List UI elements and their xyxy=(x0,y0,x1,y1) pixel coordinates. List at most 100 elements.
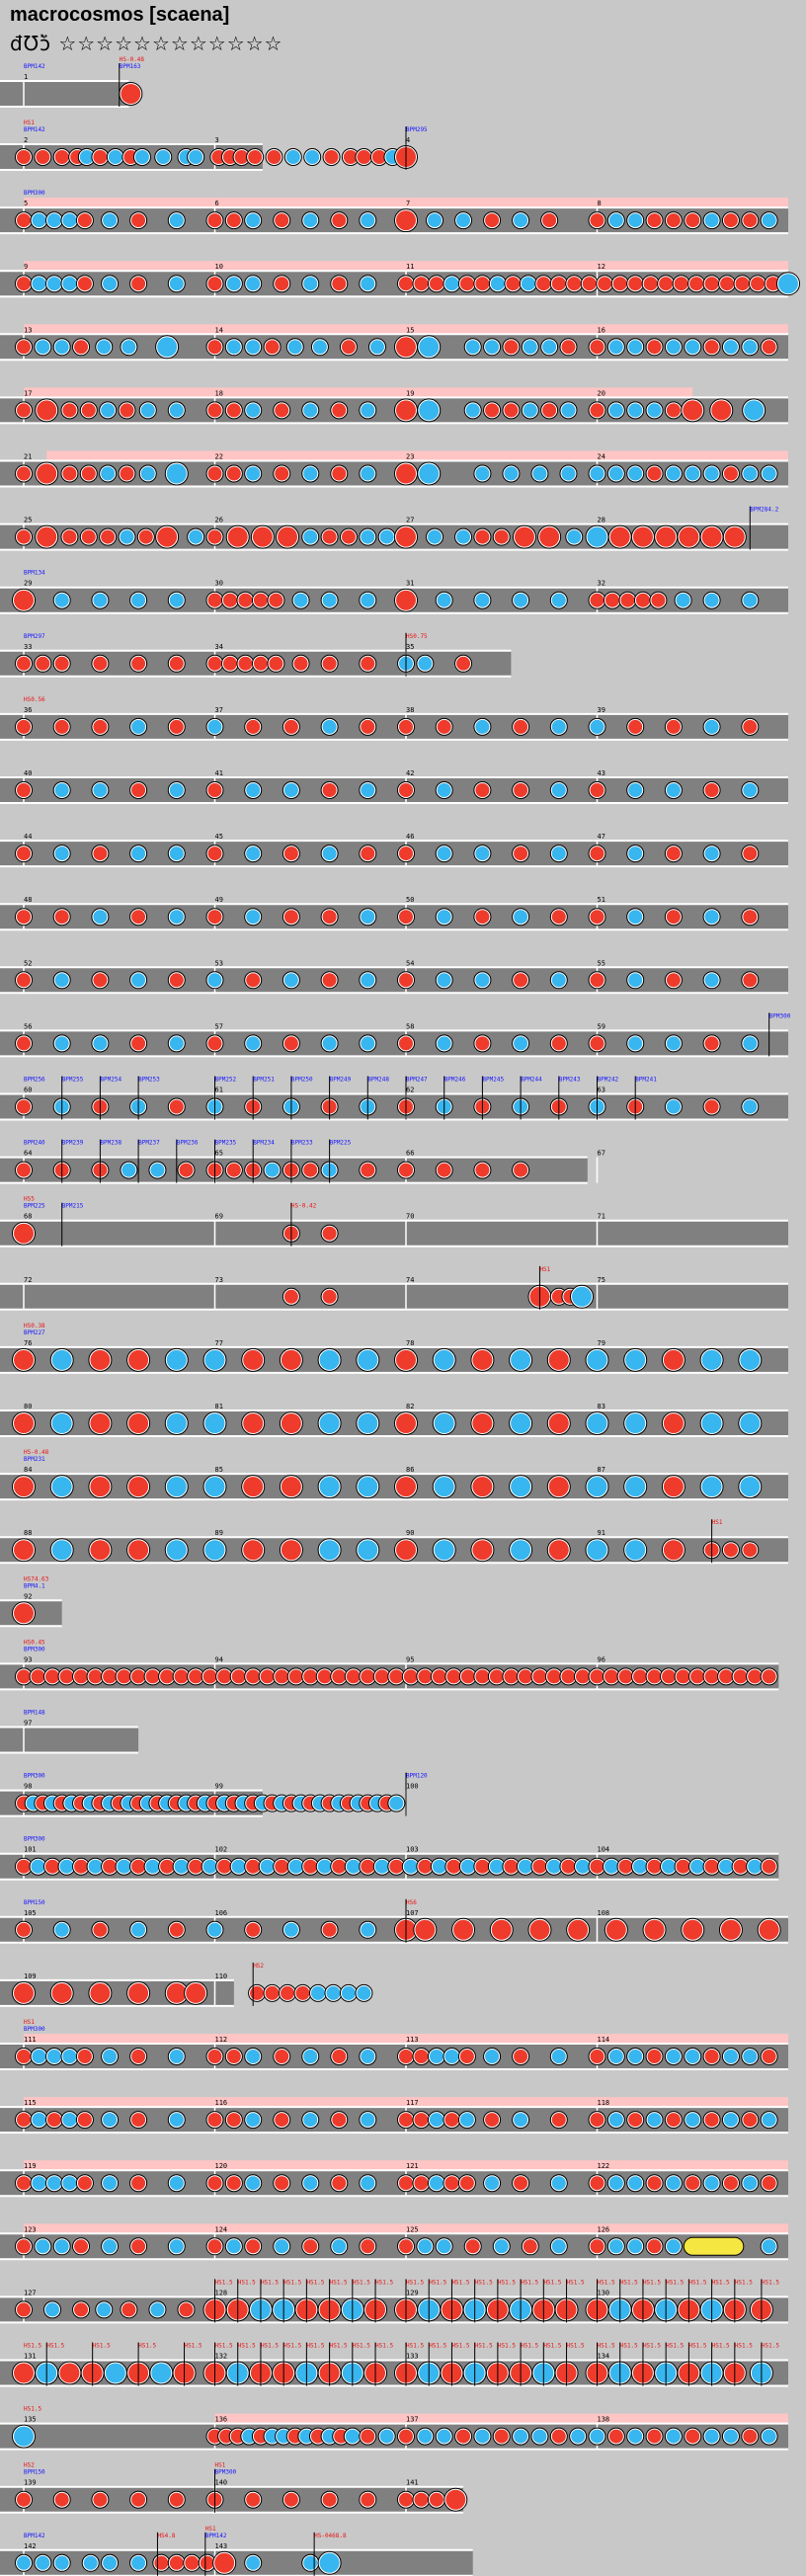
don-note xyxy=(169,1922,184,1937)
don-note xyxy=(226,403,241,418)
don-note xyxy=(551,1036,566,1051)
bpm-change-label: BPM300 xyxy=(24,1836,45,1843)
ka-note xyxy=(514,910,528,925)
don-note xyxy=(548,1349,569,1370)
don-note xyxy=(551,2429,566,2444)
ka-note xyxy=(357,1985,371,2000)
don-note xyxy=(548,1477,569,1497)
ka-note xyxy=(207,973,222,988)
scroll-speed-label: HS1.5 xyxy=(735,2279,753,2286)
bar-number: 11 xyxy=(406,263,414,271)
don-note xyxy=(200,2555,214,2570)
ka-note xyxy=(490,277,505,291)
ka-note xyxy=(140,403,155,418)
ka-note xyxy=(419,400,440,421)
ka-note xyxy=(265,1163,280,1177)
don-note xyxy=(723,213,738,228)
ka-note xyxy=(97,340,112,355)
don-note xyxy=(685,2176,700,2191)
don-note xyxy=(234,150,249,164)
ka-note xyxy=(36,2239,50,2254)
don-note xyxy=(120,403,134,418)
don-note xyxy=(283,719,298,734)
bar-number: 106 xyxy=(215,1909,228,1917)
bar-number: 56 xyxy=(24,1022,32,1030)
don-note xyxy=(90,1477,111,1497)
ka-note xyxy=(704,846,719,861)
ka-note xyxy=(551,2176,566,2191)
bar-number: 61 xyxy=(215,1087,223,1094)
ka-note xyxy=(17,2555,31,2570)
don-note xyxy=(281,1985,295,2000)
don-note xyxy=(54,2492,69,2507)
don-note xyxy=(399,2050,413,2063)
don-note xyxy=(485,2113,500,2128)
don-note xyxy=(189,1669,203,1684)
ka-note xyxy=(514,1036,528,1051)
bpm-change-label: BPM4.1 xyxy=(24,1582,45,1589)
ka-note xyxy=(120,529,134,544)
don-note xyxy=(561,340,576,355)
don-note xyxy=(514,2176,528,2191)
don-note xyxy=(252,526,273,547)
don-note xyxy=(90,1349,111,1370)
scroll-speed-label: HS1.5 xyxy=(138,2343,156,2350)
ka-note xyxy=(647,403,662,418)
don-note xyxy=(635,593,650,607)
bpm-change-label: BPM239 xyxy=(62,1140,84,1147)
don-note xyxy=(647,2176,662,2191)
scroll-speed-label: HS2 xyxy=(253,1963,264,1970)
don-note xyxy=(226,213,241,228)
ka-note xyxy=(744,400,765,421)
don-note xyxy=(62,403,77,418)
don-note xyxy=(253,656,268,671)
don-note xyxy=(620,593,635,607)
don-note xyxy=(17,2050,31,2063)
ka-note xyxy=(625,1540,646,1561)
ka-note xyxy=(719,1859,734,1874)
bar-number: 108 xyxy=(598,1909,610,1917)
don-note xyxy=(704,1036,719,1051)
don-note xyxy=(14,590,34,610)
don-note xyxy=(207,910,222,925)
don-note xyxy=(322,1226,337,1241)
ka-note xyxy=(685,466,700,481)
ka-note xyxy=(169,2050,184,2063)
don-note xyxy=(185,2555,200,2570)
ka-note xyxy=(666,2176,681,2191)
bpm-change-label: BPM150 xyxy=(24,1899,45,1906)
don-note xyxy=(253,593,268,607)
ka-note xyxy=(169,213,184,228)
ka-note xyxy=(608,466,623,481)
don-note xyxy=(131,656,146,671)
don-note xyxy=(598,277,612,291)
ka-note xyxy=(666,466,681,481)
don-note xyxy=(429,277,443,291)
ka-note xyxy=(283,1922,298,1937)
ka-note xyxy=(523,340,537,355)
don-note xyxy=(399,2113,413,2128)
don-note xyxy=(735,277,750,291)
bar-number: 5 xyxy=(24,200,28,207)
don-note xyxy=(243,1477,264,1497)
ka-note xyxy=(174,1859,189,1874)
don-note xyxy=(17,1036,31,1051)
ka-note xyxy=(743,2176,758,2191)
don-note xyxy=(485,213,500,228)
don-note xyxy=(54,656,69,671)
ka-note xyxy=(51,1477,72,1497)
bar-number: 6 xyxy=(215,200,219,207)
don-note xyxy=(590,910,604,925)
ka-note xyxy=(131,719,146,734)
don-note xyxy=(288,1669,303,1684)
ka-note xyxy=(207,1922,222,1937)
bpm-change-label: BPM235 xyxy=(215,1140,237,1147)
don-note xyxy=(250,1985,265,2000)
don-note xyxy=(685,2429,700,2444)
ka-note xyxy=(169,403,184,418)
don-note xyxy=(131,2050,146,2063)
ka-note xyxy=(204,1540,225,1561)
scroll-speed-label: HS1.5 xyxy=(666,2279,684,2286)
bar-number: 77 xyxy=(215,1339,223,1347)
